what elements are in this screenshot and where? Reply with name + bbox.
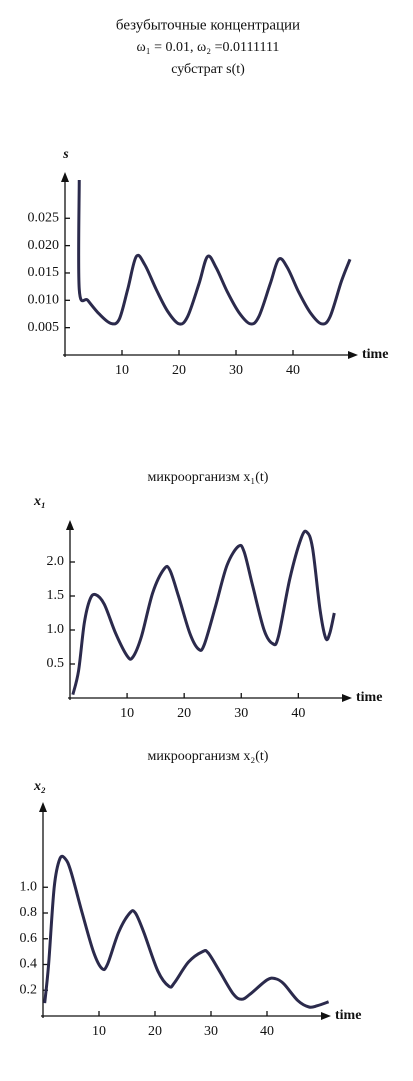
- x-tick-label: 10: [120, 706, 134, 721]
- x-tick-label: 20: [148, 1024, 162, 1039]
- x-axis-label: time: [356, 690, 382, 705]
- y-tick-label: 1.5: [47, 588, 65, 603]
- y-tick-label: 0.8: [20, 905, 38, 920]
- chart-title: субстрат s(t): [171, 62, 245, 77]
- y-axis-label: x₁: [33, 494, 46, 509]
- x-axis-label: time: [362, 347, 388, 362]
- chart-title: микроорганизм x₁(t): [148, 470, 269, 485]
- y-tick-label: 0.020: [28, 238, 60, 253]
- y-tick-label: 0.6: [20, 931, 38, 946]
- y-tick-label: 0.025: [28, 211, 60, 226]
- line: [77, 179, 352, 326]
- y-tick-label: 0.4: [20, 957, 38, 972]
- y-arrow: [66, 520, 74, 530]
- y-tick-label: 1.0: [47, 622, 65, 637]
- y-tick-label: 0.5: [47, 656, 65, 671]
- page-title: безубыточные концентрации: [116, 17, 300, 33]
- y-axis-label: x₂: [33, 779, 46, 794]
- x-axis-label: time: [335, 1008, 361, 1023]
- y-axis-label: s: [62, 147, 69, 162]
- y-tick-label: 2.0: [47, 554, 65, 569]
- line: [43, 854, 330, 1009]
- y-arrow: [39, 802, 47, 812]
- x-tick-label: 30: [204, 1024, 218, 1039]
- y-tick-label: 0.010: [28, 293, 60, 308]
- x-tick-label: 10: [92, 1024, 106, 1039]
- y-tick-label: 0.015: [28, 265, 60, 280]
- x-arrow: [321, 1012, 331, 1020]
- x-tick-label: 30: [234, 706, 248, 721]
- params: ω₁ = 0.01, ω₂ =0.0111111: [137, 40, 280, 55]
- x-tick-label: 10: [115, 363, 129, 378]
- y-tick-label: 1.0: [20, 879, 38, 894]
- x-tick-label: 40: [260, 1024, 274, 1039]
- y-tick-label: 0.005: [28, 320, 60, 335]
- chart-title: микроорганизм x₂(t): [148, 749, 269, 764]
- x-tick-label: 30: [229, 363, 243, 378]
- x-tick-label: 20: [177, 706, 191, 721]
- line: [71, 529, 336, 695]
- x-tick-label: 40: [291, 706, 305, 721]
- x-tick-label: 20: [172, 363, 186, 378]
- y-tick-label: 0.2: [20, 982, 38, 997]
- x-tick-label: 40: [286, 363, 300, 378]
- x-arrow: [348, 351, 358, 359]
- x-arrow: [342, 694, 352, 702]
- y-arrow: [61, 172, 69, 182]
